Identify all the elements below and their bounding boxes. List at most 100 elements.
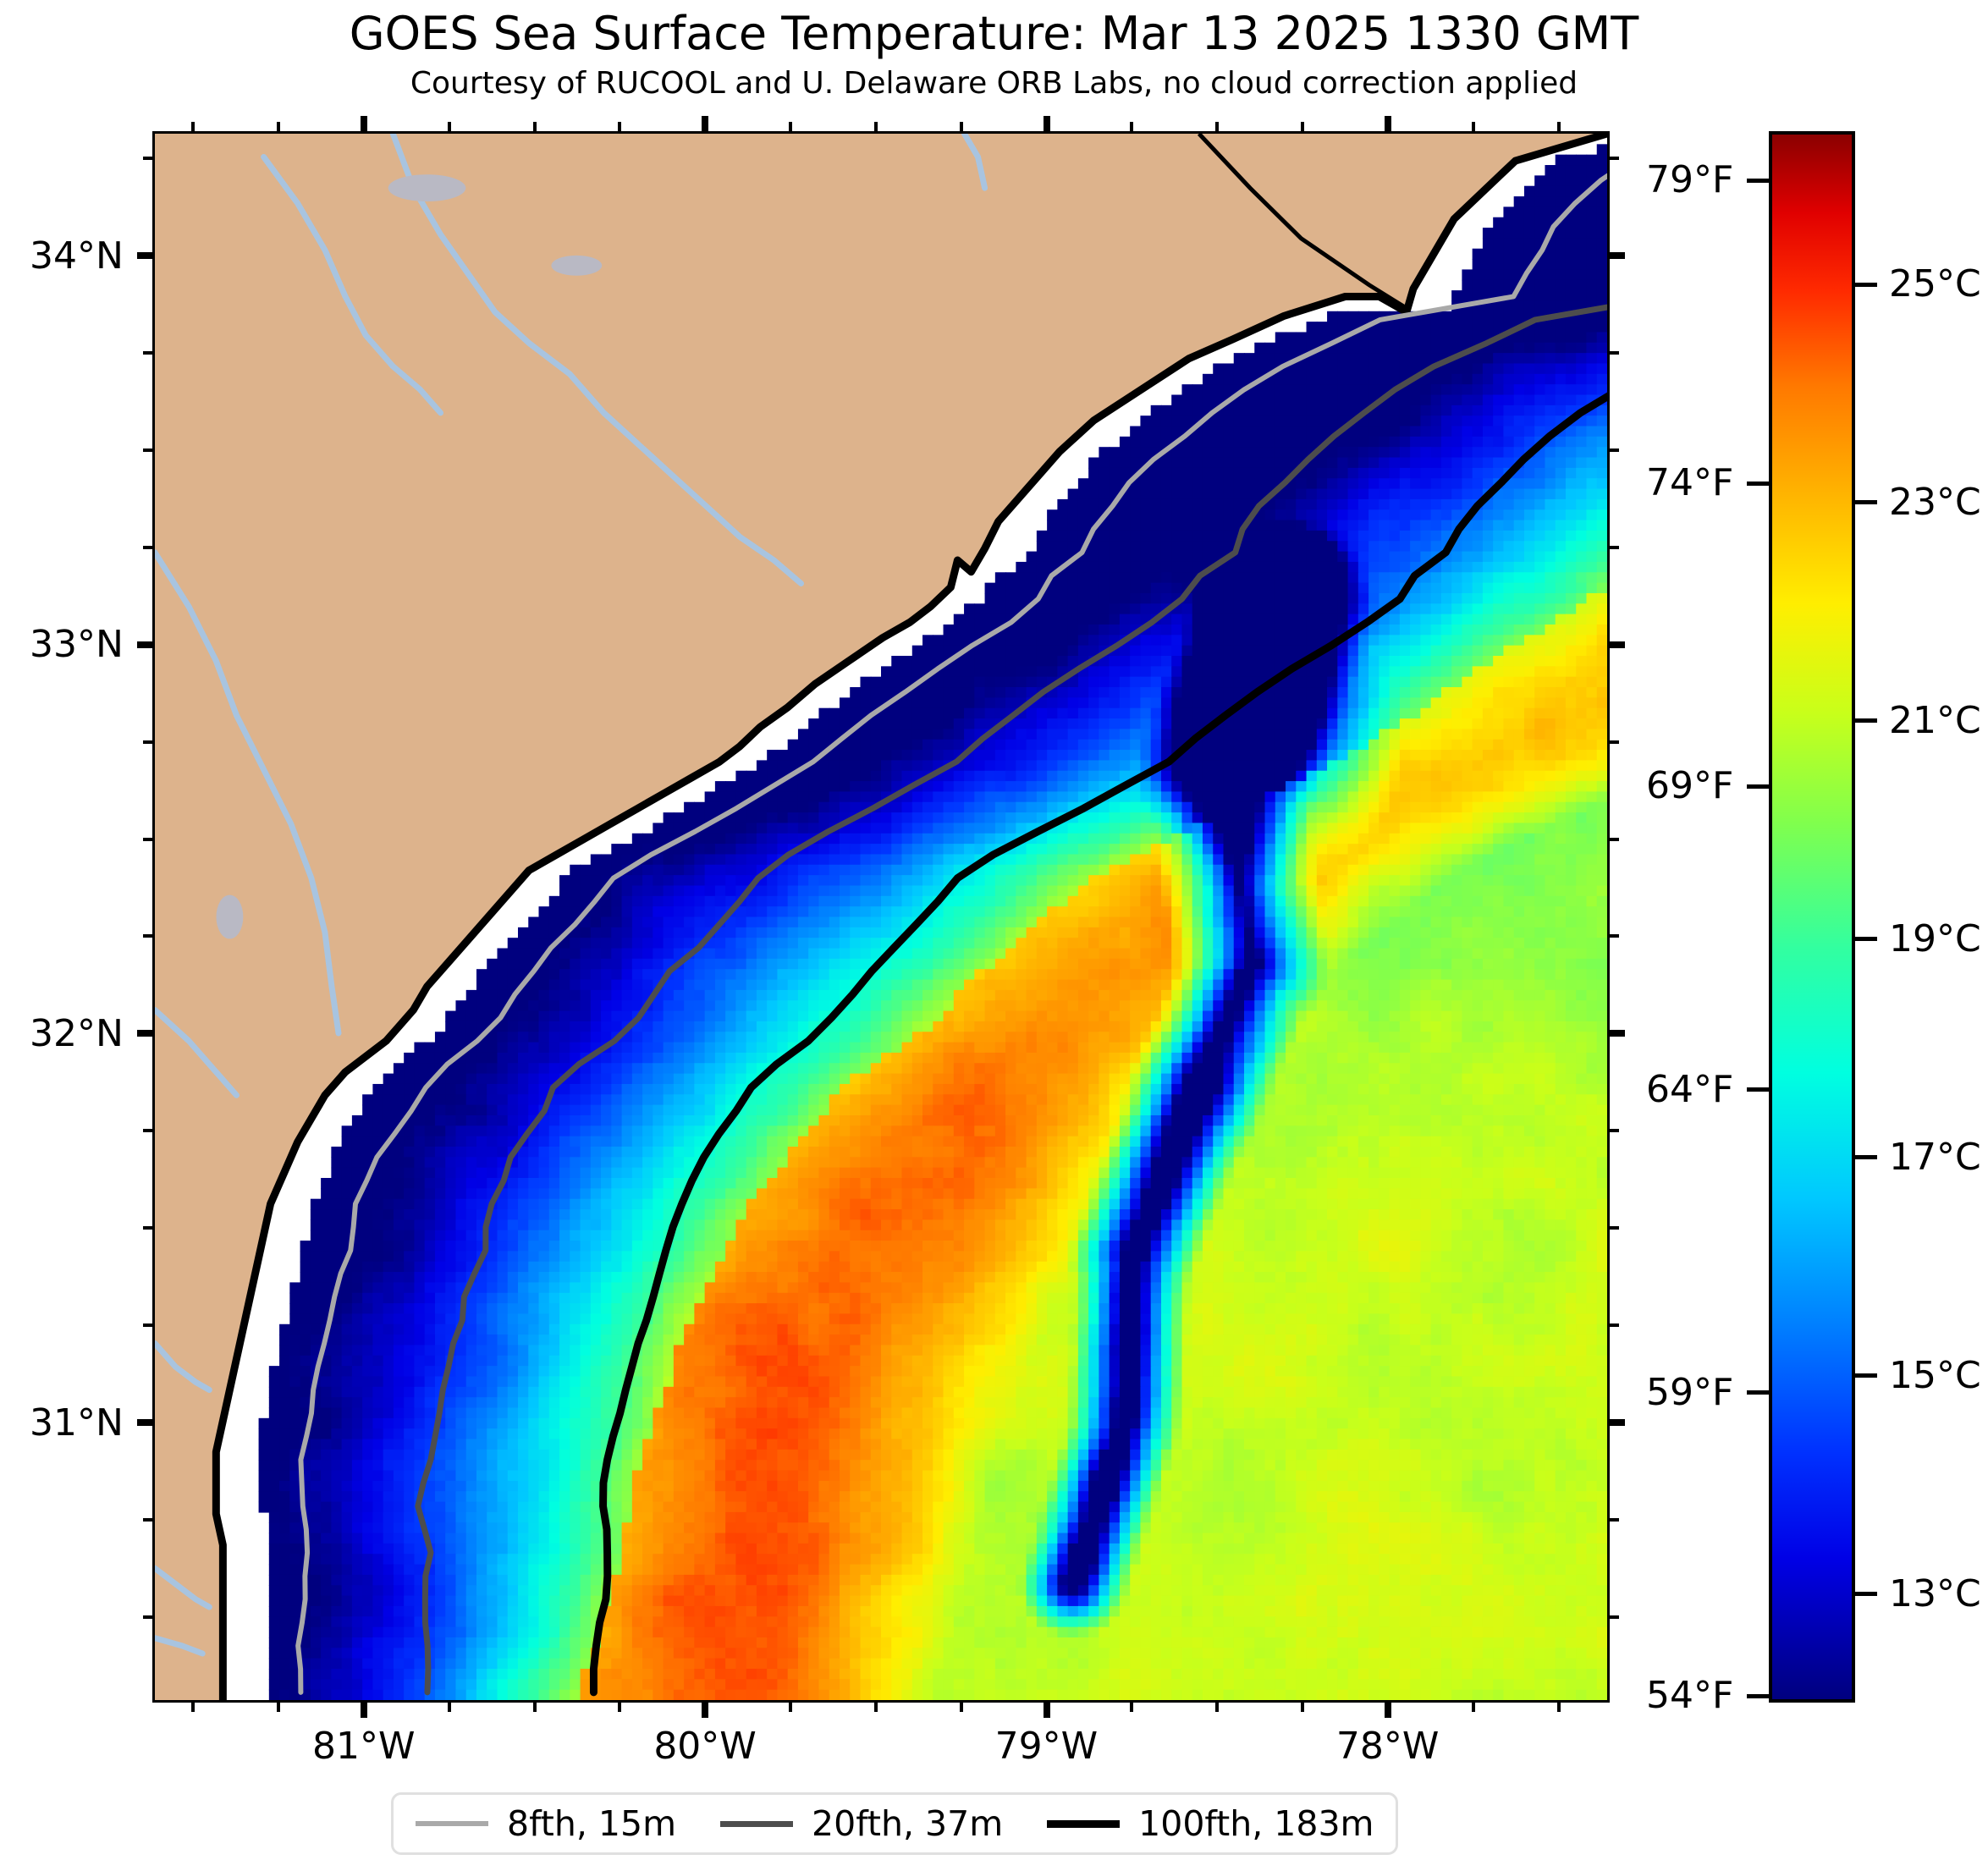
y-axis-tick-label: 34°N [30, 234, 124, 278]
x-axis-minor-tick [277, 1703, 281, 1712]
sst-raster [155, 134, 1607, 1700]
legend-item: 20fth, 37m [720, 1803, 1003, 1844]
y-axis-minor-tick [143, 1226, 152, 1230]
colorbar [1769, 131, 1855, 1703]
colorbar-label-fahrenheit: 59°F [1646, 1370, 1734, 1414]
x-axis-tick-top [1384, 116, 1391, 131]
x-axis-minor-tick [789, 1703, 793, 1712]
figure-title: GOES Sea Surface Temperature: Mar 13 202… [349, 7, 1639, 60]
legend-item: 8fth, 15m [416, 1803, 676, 1844]
y-axis-minor-tick [143, 740, 152, 744]
colorbar-label-fahrenheit: 74°F [1646, 461, 1734, 505]
figure-subtitle: Courtesy of RUCOOL and U. Delaware ORB L… [410, 66, 1578, 101]
y-axis-minor-tick-right [1610, 740, 1619, 744]
x-axis-minor-tick-top [789, 122, 793, 131]
y-axis-minor-tick [143, 1323, 152, 1328]
state-border [1197, 134, 1408, 311]
y-axis-minor-tick-right [1610, 1129, 1619, 1133]
colorbar-label-celsius: 21°C [1889, 698, 1981, 742]
x-axis-tick-top [1043, 116, 1050, 131]
x-axis-minor-tick-top [873, 122, 878, 131]
y-axis-minor-tick [143, 448, 152, 452]
sst-ocean-raster [258, 144, 1607, 1700]
colorbar-label-celsius: 19°C [1889, 916, 1981, 960]
colorbar-tick-c [1855, 1155, 1877, 1160]
colorbar-tick-f [1747, 481, 1769, 486]
x-axis-minor-tick [532, 1703, 537, 1712]
x-axis-minor-tick [1130, 1703, 1134, 1712]
x-axis-minor-tick [959, 1703, 963, 1712]
y-axis-tick-right [1610, 252, 1625, 260]
colorbar-label-celsius: 23°C [1889, 480, 1981, 524]
colorbar-tick-c [1855, 1373, 1877, 1378]
contour-100-fathom [589, 392, 1607, 1697]
colorbar-tick-f [1747, 1693, 1769, 1698]
map-plot-area[interactable] [152, 131, 1610, 1703]
x-axis-minor-tick-top [1130, 122, 1134, 131]
y-axis-minor-tick [143, 1517, 152, 1522]
y-axis-tick [137, 1419, 152, 1427]
y-axis-minor-tick-right [1610, 545, 1619, 549]
x-axis-minor-tick [873, 1703, 878, 1712]
y-axis-minor-tick-right [1610, 1517, 1619, 1522]
colorbar-label-fahrenheit: 69°F [1646, 764, 1734, 808]
colorbar-label-celsius: 15°C [1889, 1353, 1981, 1397]
x-axis-minor-tick-top [618, 122, 622, 131]
x-axis-minor-tick [447, 1703, 451, 1712]
depth-contour-legend: 8fth, 15m 20fth, 37m 100fth, 183m [391, 1792, 1399, 1855]
x-axis-minor-tick-top [191, 122, 195, 131]
legend-line-swatch [720, 1820, 794, 1827]
x-axis-tick-top [702, 116, 709, 131]
y-axis-tick [137, 1030, 152, 1037]
x-axis-minor-tick [191, 1703, 195, 1712]
colorbar-tick-c [1855, 718, 1877, 724]
x-axis-minor-tick [618, 1703, 622, 1712]
x-axis-minor-tick [1301, 1703, 1305, 1712]
x-axis-minor-tick-top [959, 122, 963, 131]
y-axis-minor-tick-right [1610, 157, 1619, 161]
colorbar-label-fahrenheit: 54°F [1646, 1674, 1734, 1718]
x-axis-minor-tick-top [447, 122, 451, 131]
y-axis-tick-right [1610, 1419, 1625, 1427]
legend-item: 100fth, 183m [1047, 1803, 1374, 1844]
rivers [155, 134, 988, 1657]
colorbar-label-celsius: 25°C [1889, 262, 1981, 305]
y-axis-minor-tick [143, 837, 152, 841]
x-axis-tick [702, 1703, 709, 1718]
x-axis-minor-tick [1556, 1703, 1561, 1712]
colorbar-label-celsius: 13°C [1889, 1571, 1981, 1615]
x-axis-minor-tick-top [532, 122, 537, 131]
colorbar-label-fahrenheit: 64°F [1646, 1067, 1734, 1111]
y-axis-minor-tick [143, 351, 152, 355]
x-axis-minor-tick-top [277, 122, 281, 131]
contour-8-fathom [295, 173, 1607, 1695]
colorbar-tick-c [1855, 282, 1877, 287]
legend-line-swatch [1047, 1819, 1121, 1828]
lake [551, 255, 603, 276]
colorbar-tick-f [1747, 178, 1769, 183]
legend-item-label: 8fth, 15m [507, 1803, 677, 1844]
y-axis-tick-label: 33°N [30, 623, 124, 667]
x-axis-tick-label: 81°W [312, 1725, 416, 1768]
y-axis-minor-tick [143, 545, 152, 549]
y-axis-minor-tick-right [1610, 1323, 1619, 1328]
y-axis-tick-label: 31°N [30, 1400, 124, 1445]
colorbar-label-celsius: 17°C [1889, 1135, 1981, 1179]
x-axis-tick-label: 80°W [653, 1725, 757, 1768]
y-axis-minor-tick-right [1610, 837, 1619, 841]
y-axis-minor-tick-right [1610, 351, 1619, 355]
coastline [212, 134, 1607, 1700]
x-axis-minor-tick-top [1301, 122, 1305, 131]
x-axis-tick-top [361, 116, 368, 131]
legend-item-label: 100fth, 183m [1138, 1803, 1374, 1844]
y-axis-tick [137, 252, 152, 260]
colorbar-tick-c [1855, 937, 1877, 942]
x-axis-minor-tick [1215, 1703, 1220, 1712]
contour-20-fathom [415, 304, 1607, 1696]
colorbar-label-fahrenheit: 79°F [1646, 158, 1734, 202]
x-axis-tick [1384, 1703, 1391, 1718]
x-axis-tick-label: 78°W [1335, 1725, 1440, 1768]
y-axis-minor-tick-right [1610, 1615, 1619, 1619]
land-mass [155, 134, 1607, 1700]
